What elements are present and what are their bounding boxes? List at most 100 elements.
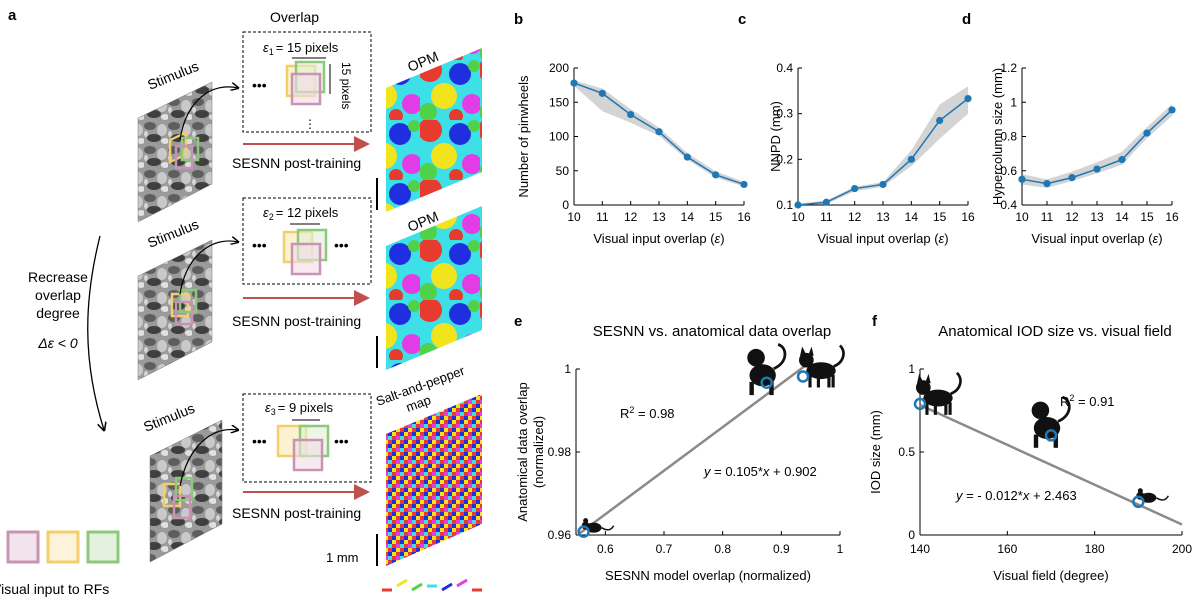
row-3: Stimulus ε3 = 9 pixels ••• ••• SESNN post… [141,363,482,566]
x-tick-label-c-6: 16 [961,210,975,224]
fit-label-e: y = 0.105*x + 0.902 [703,464,817,479]
rf-pink-3 [172,494,192,520]
overlap-box-2 [242,197,372,285]
r2-label-f: R2 = 0.91 [1060,393,1115,409]
ellipsis-2b: ••• [334,237,349,253]
animal-monkey-f [1031,395,1071,448]
y-axis-label-e-1: Anatomical data overlap [515,382,530,521]
x-tick-label-f-3: 200 [1172,542,1192,556]
side-label-1: 15 pixels [339,62,353,109]
x-tick-label-c-4: 14 [905,210,919,224]
y-axis-label-d: Hypercolumn size (mm) [990,68,1005,205]
x-tick-label-f-1: 160 [997,542,1017,556]
y-tick-label-f-2: 1 [908,362,915,376]
stimulus-label-1: Stimulus [145,58,201,93]
note-line-2: overlap [35,287,81,303]
rf-yellow-1 [168,130,188,164]
zoom-arrow-1 [179,87,238,141]
panel-e-label: e [514,313,522,330]
y-tick-label-d-3: 1 [1010,95,1017,109]
zoom-arrow-3 [179,429,238,487]
data-point-b-3 [655,128,663,136]
data-point-d-0 [1018,175,1026,183]
orientation-mark-1 [396,578,408,588]
y-axis-label-e-2: (normalized) [531,416,546,488]
fit-label-f: y = - 0.012*x + 2.463 [955,488,1077,503]
x-tick-label-c-1: 11 [820,210,833,224]
x-axis-label-f: Visual field (degree) [993,568,1108,583]
x-tick-label-b-2: 12 [624,210,638,224]
rf-legend-box-1 [46,530,80,564]
data-point-e-0 [577,525,590,538]
chart-title-f: Anatomical IOD size vs. visual field [938,323,1171,340]
data-point-d-5 [1143,129,1151,137]
x-tick-label-f-2: 180 [1085,542,1105,556]
y-tick-label-e-2: 1 [564,362,571,376]
x-tick-label-c-2: 12 [848,210,862,224]
fit-line-f [919,403,1183,526]
rf-pink-box-1 [290,72,322,106]
y-tick-label-d-2: 0.8 [1000,130,1017,144]
post-training-3: SESNN post-training [232,505,361,521]
data-point-d-1 [1043,179,1051,188]
zoom-arrow-2 [179,241,238,295]
stimulus-label-2: Stimulus [145,216,201,251]
x-tick-label-b-1: 11 [596,210,609,224]
rf-green-3 [174,476,194,502]
note-line-3: degree [36,305,80,321]
overlap-box-3 [242,393,372,483]
x-tick-label-b-5: 15 [709,210,723,224]
x-tick-label-d-5: 15 [1140,210,1154,224]
data-point-e-2 [796,370,810,383]
data-point-c-2 [851,184,859,193]
error-band-c [798,86,968,207]
orientation-mark-4 [441,582,453,592]
data-point-f-2 [1132,495,1145,509]
panel-c-label: c [738,11,746,28]
overlap-box-1 [242,31,372,133]
x-axis-label-e: SESNN model overlap (normalized) [605,568,811,583]
y-axis-label-f: IOD size (mm) [868,410,883,494]
panel-c: c 0.1 0.2 0.3 0.4 10 11 12 13 14 15 16 Visual input… [738,11,975,246]
x-tick-label-e-2: 0.8 [714,542,731,556]
data-point-f-0 [913,397,927,411]
animal-mouse-f [1136,488,1170,503]
row-1: Stimulus ε1 = 15 pixels ••• ⋮ 15 pixels S… [137,31,482,223]
note-line-4: Δε < 0 [37,335,78,351]
x-tick-label-e-4: 1 [837,542,844,556]
y-tick-label-c-1: 0.2 [776,152,793,166]
error-band-d [1022,103,1172,188]
data-point-c-4 [907,155,915,163]
panel-f-label: f [872,313,878,330]
orientation-mark-5 [456,578,468,588]
y-tick-label-b-1: 50 [556,164,570,178]
panel-d-label: d [962,11,971,28]
x-tick-label-d-1: 11 [1041,210,1054,224]
panel-a-label: a [8,7,17,24]
data-point-d-3 [1093,165,1101,173]
post-training-2: SESNN post-training [232,313,361,329]
y-tick-label-c-2: 0.3 [776,107,793,121]
opm-map-1 [386,48,482,212]
note-line-1: Recrease [28,269,88,285]
panel-e: e SESNN vs. anatomical data overlap 0.96 0… [514,313,845,583]
eps-label-2: ε2 = 12 pixels [263,205,339,222]
rf-green-1 [180,136,200,162]
panel-b: b 0 50 100 150 200 10 11 12 13 14 15 16 Visual input… [514,11,751,246]
animal-monkey-e [747,343,787,396]
rf-pink-box-2 [290,242,322,276]
y-tick-label-b-3: 150 [549,95,569,109]
data-point-c-5 [936,116,944,125]
data-point-e-1 [760,376,773,389]
eps-label-1: ε1 = 15 pixels [263,40,339,57]
y-tick-label-f-1: 0.5 [898,445,915,459]
y-tick-label-c-3: 0.4 [776,61,793,75]
x-axis-label-c: Visual input overlap (ε) [817,231,948,246]
x-tick-label-b-4: 14 [681,210,695,224]
scale-bar-label: 1 mm [326,550,359,565]
y-tick-label-b-2: 100 [549,130,569,144]
x-axis-label-d: Visual input overlap (ε) [1031,231,1162,246]
y-tick-label-b-4: 200 [549,61,569,75]
x-tick-label-e-3: 0.9 [773,542,790,556]
